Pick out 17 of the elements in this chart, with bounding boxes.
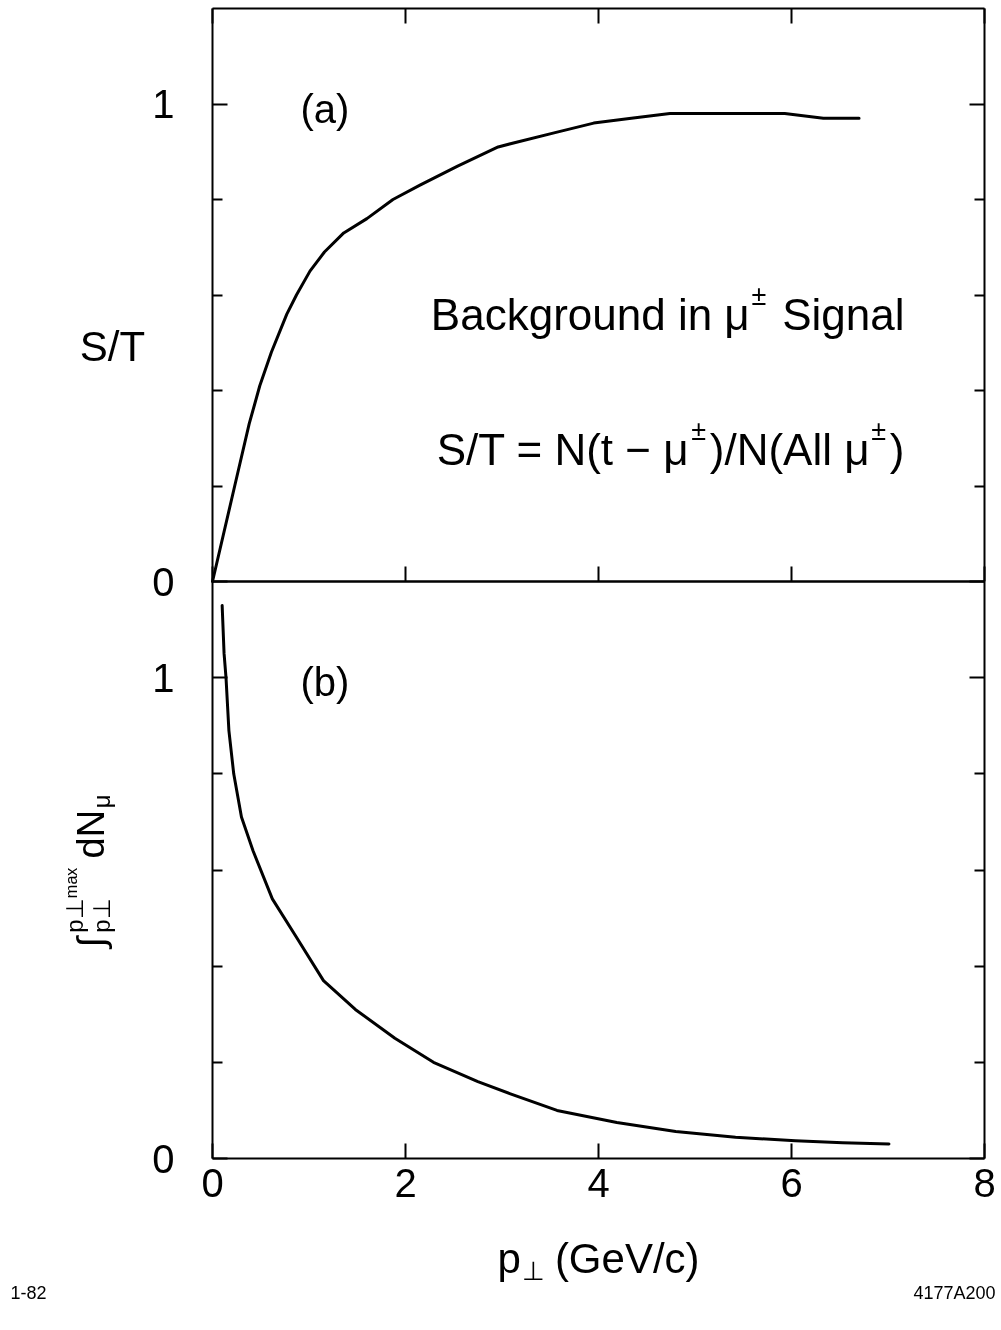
y-axis-title: S/T bbox=[79, 323, 146, 371]
annotation: Background in μ± Signal bbox=[430, 281, 905, 339]
x-tick-label: 8 bbox=[973, 1160, 996, 1205]
annotation: S/T = N(t − μ±)/N(All μ±) bbox=[436, 415, 905, 474]
x-tick-label: 4 bbox=[587, 1160, 610, 1205]
x-tick-label: 0 bbox=[201, 1160, 224, 1205]
text: (a) bbox=[300, 86, 350, 131]
text: 1-82 bbox=[10, 1283, 47, 1303]
y-axis-title: ∫p⊥p⊥ᵐᵃˣ dNμ bbox=[61, 794, 116, 950]
text: (b) bbox=[300, 659, 350, 704]
y-tick-label: 0 bbox=[152, 559, 175, 604]
text: 4177A200 bbox=[913, 1282, 996, 1303]
y-tick-label: 1 bbox=[152, 82, 175, 126]
y-tick-label: 1 bbox=[152, 655, 175, 700]
x-tick-label: 6 bbox=[780, 1160, 803, 1205]
x-axis-title: p⊥ (GeV/c) bbox=[497, 1235, 700, 1287]
x-tick-label: 2 bbox=[394, 1160, 417, 1205]
